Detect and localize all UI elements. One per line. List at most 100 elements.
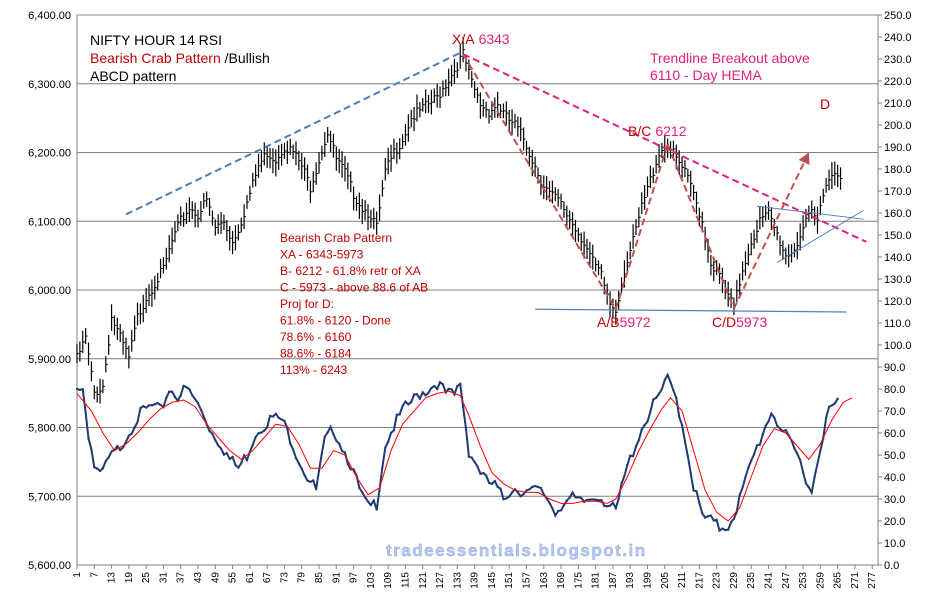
rsi-point [257, 432, 260, 435]
crab-note-line: 61.8% - 6120 - Done [280, 314, 391, 328]
rsi-point [165, 396, 168, 399]
rsi-point [583, 500, 586, 503]
rsi-point [104, 460, 107, 463]
rsi-point [539, 486, 542, 489]
x-tick-label: 229 [729, 572, 740, 589]
right-tick-label: 120.0 [884, 296, 912, 308]
rsi-point [681, 424, 684, 427]
rsi-point [433, 385, 436, 388]
left-tick-label: 6,300.00 [28, 79, 71, 91]
label-xa-value: 6343 [479, 31, 510, 47]
rsi-point [367, 500, 370, 503]
rsi-point [490, 482, 493, 485]
rsi-point [542, 493, 545, 496]
rsi-point [617, 497, 620, 500]
rsi-point [93, 466, 96, 469]
rsi-series [76, 372, 839, 533]
rsi-point [404, 400, 407, 403]
rsi-line [76, 372, 839, 533]
rsi-point [208, 430, 211, 433]
rsi-point [228, 457, 231, 460]
label-cd: C/D5973 [712, 314, 767, 330]
rsi-point [698, 502, 701, 505]
rsi-point [804, 482, 807, 485]
rsi-point [352, 468, 355, 471]
x-tick-label: 187 [608, 572, 619, 589]
x-tick-label: 97 [349, 572, 360, 584]
right-tick-label: 20.0 [884, 516, 905, 528]
x-tick-label: 205 [660, 572, 671, 589]
rsi-point [84, 411, 87, 414]
rsi-point [689, 472, 692, 475]
rsi-point [430, 387, 433, 390]
rsi-point [323, 435, 326, 438]
x-tick-label: 109 [383, 572, 394, 589]
x-tick-label: 247 [781, 572, 792, 589]
rsi-point [476, 465, 479, 468]
rsi-point [511, 491, 514, 494]
rsi-point [220, 447, 223, 450]
label-xa: X/A 6343 [452, 31, 510, 47]
rsi-point [513, 488, 516, 491]
rsi-point [516, 491, 519, 494]
rsi-point [637, 439, 640, 442]
rsi-point [692, 489, 695, 492]
rsi-point [660, 388, 663, 391]
crab-leg-c-d [666, 143, 735, 309]
crab-note-line: Bearish Crab Pattern [280, 231, 392, 245]
rsi-point [171, 390, 174, 393]
rsi-point [686, 455, 689, 458]
x-tick-label: 241 [764, 572, 775, 589]
label-cd-value: 5973 [736, 314, 767, 330]
right-tick-label: 10.0 [884, 538, 905, 550]
x-tick-label: 55 [228, 572, 239, 584]
rsi-point [96, 467, 99, 470]
rsi-point [231, 455, 234, 458]
rsi-point [753, 453, 756, 456]
x-tick-label: 169 [556, 572, 567, 589]
rsi-point [701, 512, 704, 515]
rsi-point [202, 415, 205, 418]
rsi-point [707, 515, 710, 518]
right-tick-label: 240.0 [884, 32, 912, 44]
rsi-point [479, 472, 482, 475]
rsi-point [462, 405, 465, 408]
breakout-note-line2: 6110 - Day HEMA [650, 67, 762, 83]
rsi-point [767, 420, 770, 423]
rsi-point [606, 505, 609, 508]
right-tick-label: 140.0 [884, 252, 912, 264]
right-tick-label: 70.0 [884, 406, 905, 418]
rsi-point [87, 437, 90, 440]
rsi-point [548, 501, 551, 504]
rsi-point [401, 404, 404, 407]
rsi-ma-line [76, 390, 853, 522]
right-tick-label: 150.0 [884, 230, 912, 242]
watermark: tradeessentials.blogspot.in [386, 541, 647, 560]
label-bc-value: 6212 [655, 123, 686, 139]
x-tick-label: 253 [798, 572, 809, 589]
rsi-point [248, 450, 251, 453]
rsi-point [467, 455, 470, 458]
x-tick-label: 43 [193, 572, 204, 584]
rsi-point [318, 469, 321, 472]
rsi-point [562, 504, 565, 507]
rsi-point [407, 403, 410, 406]
rsi-point [418, 397, 421, 400]
rsi-point [799, 459, 802, 462]
rsi-point [398, 413, 401, 416]
x-tick-label: 73 [279, 572, 290, 584]
left-tick-label: 5,800.00 [28, 423, 71, 435]
rsi-point [833, 402, 836, 405]
rsi-point [683, 440, 686, 443]
label-bc: B/C 6212 [628, 123, 687, 139]
x-tick-label: 25 [141, 572, 152, 584]
chart-subtitle-line2: ABCD pattern [90, 68, 176, 84]
rsi-point [551, 507, 554, 510]
rsi-point [447, 387, 450, 390]
rsi-point [571, 491, 574, 494]
x-tick-label: 235 [746, 572, 757, 589]
rsi-point [730, 521, 733, 524]
rsi-point [741, 486, 744, 489]
rsi-point [712, 519, 715, 522]
rsi-point [770, 412, 773, 415]
